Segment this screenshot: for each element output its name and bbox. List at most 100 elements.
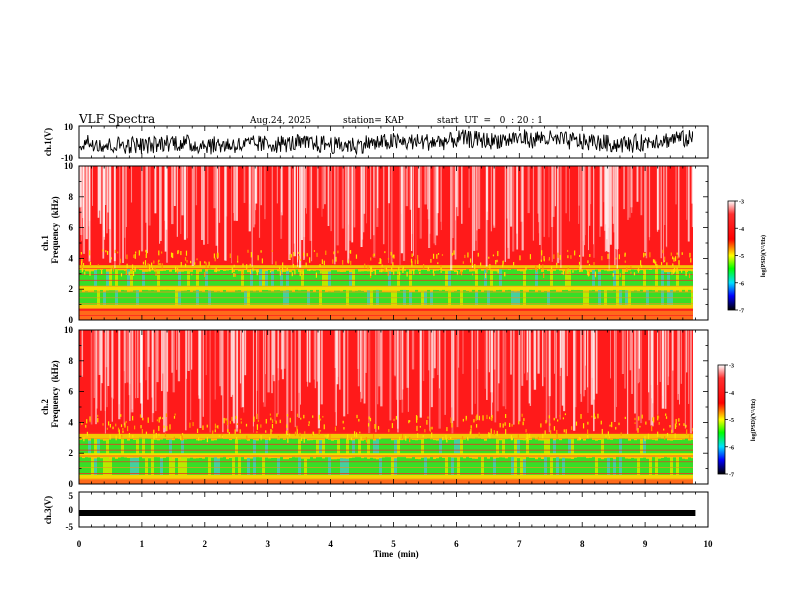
spectrogram-fleck	[431, 432, 433, 438]
spectrogram-fleck	[215, 267, 217, 273]
spectrogram-fleck	[372, 433, 375, 440]
spectrogram-fleck	[379, 258, 381, 264]
spectrogram-fleck	[408, 420, 410, 424]
spectrogram-band-cell	[265, 289, 268, 305]
spectrogram-fleck	[350, 437, 353, 441]
spectrogram-fleck	[147, 263, 149, 269]
spectrogram-band-cell	[247, 440, 250, 454]
spectrogram-fleck	[693, 269, 694, 271]
spectrogram-fleck	[217, 252, 219, 258]
spectrogram-band-cell	[409, 458, 412, 475]
spectrogram-fleck	[246, 435, 248, 441]
spectrogram-fleck	[392, 254, 394, 258]
spectrogram-band-cell	[649, 289, 652, 305]
spectrogram-fleck	[176, 271, 179, 274]
spectrogram-fleck	[378, 262, 380, 264]
spectrogram-band-cell	[430, 456, 433, 475]
spectrogram-band-cell	[373, 271, 376, 287]
spectrogram-band-cell	[427, 289, 430, 305]
spectrogram-band-cell	[514, 440, 517, 454]
spectrogram-fleck	[521, 413, 523, 417]
spectrogram-fleck	[419, 271, 421, 275]
spectrogram-fleck	[227, 429, 230, 432]
spectrogram-band-cell	[661, 438, 664, 454]
spectrogram-fleck	[365, 437, 368, 443]
spectrogram-fleck	[475, 270, 477, 273]
colorbar-tick-label: -4	[739, 227, 744, 233]
spectrogram-fleck	[367, 264, 369, 270]
spectrogram-band-cell	[553, 458, 556, 475]
spectrogram-band-cell	[601, 289, 604, 305]
spectrogram-band-cell	[145, 289, 148, 305]
spectrogram-band-cell	[571, 269, 574, 287]
y-tick-label: 8	[69, 356, 74, 366]
spectrogram-band-cell	[211, 457, 214, 475]
spectrogram-band-cell	[205, 271, 208, 287]
spectrogram-fleck	[624, 416, 626, 419]
spectrogram-fleck	[234, 429, 236, 434]
spectrogram-band-cell	[322, 458, 325, 475]
colorbar-tick-label: -7	[739, 309, 744, 315]
spectrogram-fleck	[678, 260, 680, 265]
spectrogram-band-cell	[79, 269, 82, 287]
spectrogram-fleck	[542, 264, 544, 270]
spectrogram-fleck	[214, 423, 217, 429]
spectrogram-band-cell	[640, 270, 643, 287]
spectrogram-fleck	[692, 427, 693, 432]
spectrogram-band-cell	[118, 270, 121, 287]
spectrogram-band-cell	[682, 289, 685, 305]
spectrogram-band-cell	[148, 438, 151, 454]
spectrogram-fleck	[542, 433, 544, 439]
spectrogram-fleck	[478, 415, 481, 421]
spectrogram-fleck	[326, 434, 328, 439]
spectrogram-band-cell	[181, 456, 184, 475]
spectrogram-band-cell	[226, 270, 229, 287]
spectrogram-band-cell	[298, 271, 301, 287]
spectrogram-band-cell	[424, 438, 427, 454]
spectrogram-band-cell	[436, 270, 439, 287]
spectrogram-band-cell	[421, 290, 424, 305]
spectrogram-fleck	[574, 250, 576, 256]
spectrogram-band-cell	[415, 289, 418, 305]
ch1-colorbar-ticks: -3 -4 -5 -6 -7	[735, 200, 744, 315]
spectrogram-fleck	[496, 259, 498, 263]
spectrogram-band-cell	[388, 271, 391, 287]
spectrogram-band-cell	[259, 291, 262, 305]
spectrogram-fleck	[525, 429, 527, 433]
spectrogram-fleck	[536, 267, 538, 272]
ch3-waveform-trace	[79, 510, 696, 516]
spectrogram-band-cell	[577, 269, 580, 287]
spectrogram-band-cell	[433, 270, 436, 287]
spectrogram-fleck	[465, 415, 467, 420]
spectrogram-fleck	[256, 413, 258, 420]
spectrogram-band-cell	[622, 271, 625, 287]
spectrogram-band-cell	[547, 440, 550, 454]
spectrogram-band-cell	[337, 458, 340, 475]
spectrogram-band-cell	[658, 458, 661, 475]
spectrogram-band-cell	[169, 457, 172, 475]
spectrogram-band-cell	[421, 439, 424, 454]
spectrogram-band-cell	[358, 456, 361, 475]
spectrogram-fleck	[611, 421, 613, 428]
spectrogram-band-cell	[385, 271, 388, 287]
spectrogram-fleck	[537, 436, 539, 440]
spectrogram-band-cell	[601, 459, 604, 475]
spectrogram-fleck	[80, 252, 82, 255]
spectrogram-band-cell	[511, 456, 514, 475]
spectrogram-band-cell	[199, 271, 202, 287]
time-axis: 0 1 2 3 4 5 6 7 8 9 10	[77, 126, 713, 549]
spectrogram-band-cell	[130, 438, 133, 454]
spectrogram-fleck	[118, 429, 120, 435]
spectrogram-band-cell	[610, 270, 613, 287]
spectrogram-band-cell	[577, 456, 580, 475]
spectrogram-fleck	[686, 429, 688, 435]
spectrogram-fleck	[663, 260, 665, 263]
ch1-colorbar-label: log(PSD)(V²/Hz)	[760, 235, 767, 277]
spectrogram-fleck	[691, 435, 693, 438]
spectrogram-band-cell	[148, 271, 151, 287]
spectrogram-band-cell	[655, 271, 658, 287]
spectrogram-band-cell	[385, 438, 388, 454]
spectrogram-band-cell	[307, 458, 310, 475]
spectrogram-band-cell	[631, 269, 634, 287]
spectrogram-band-cell	[229, 440, 232, 454]
